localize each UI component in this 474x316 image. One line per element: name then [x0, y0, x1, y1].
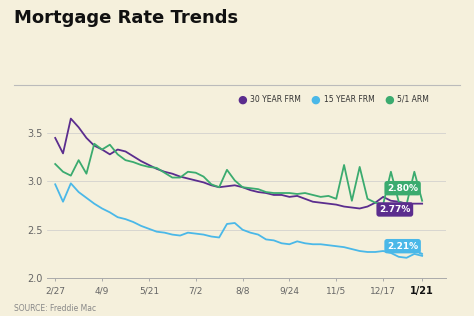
Text: 2.80%: 2.80% — [387, 184, 418, 193]
Text: Mortgage Rate Trends: Mortgage Rate Trends — [14, 9, 238, 27]
Text: 15 YEAR FRM: 15 YEAR FRM — [324, 95, 374, 104]
Text: ●: ● — [310, 95, 320, 105]
Text: 2.21%: 2.21% — [387, 242, 422, 254]
Text: 30 YEAR FRM: 30 YEAR FRM — [250, 95, 301, 104]
Text: SOURCE: Freddie Mac: SOURCE: Freddie Mac — [14, 304, 96, 313]
Text: ●: ● — [237, 95, 247, 105]
Text: ●: ● — [384, 95, 394, 105]
Text: 5/1 ARM: 5/1 ARM — [397, 95, 429, 104]
Text: 2.77%: 2.77% — [379, 205, 410, 214]
